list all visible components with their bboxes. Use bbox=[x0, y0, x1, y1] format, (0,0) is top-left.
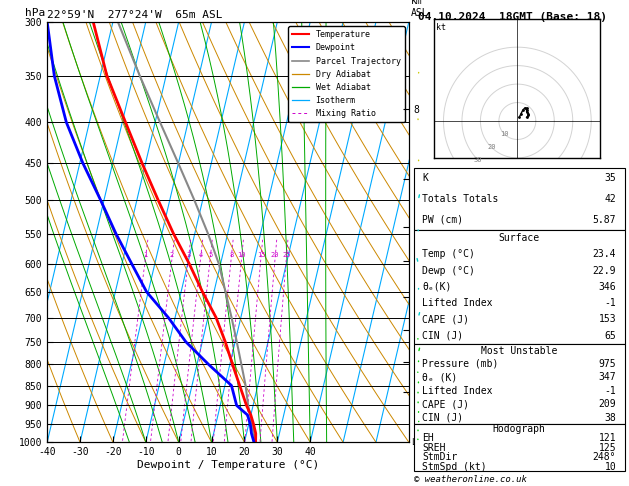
Text: CIN (J): CIN (J) bbox=[422, 330, 464, 341]
Text: SREH: SREH bbox=[422, 443, 446, 453]
Text: Lifted Index: Lifted Index bbox=[422, 386, 493, 396]
Text: 346: 346 bbox=[599, 282, 616, 292]
Text: -1: -1 bbox=[604, 386, 616, 396]
Text: 2: 2 bbox=[170, 252, 174, 258]
Text: kt: kt bbox=[436, 23, 446, 32]
Text: 20: 20 bbox=[271, 252, 279, 258]
Text: 121: 121 bbox=[599, 434, 616, 443]
Text: 65: 65 bbox=[604, 330, 616, 341]
Text: Pressure (mb): Pressure (mb) bbox=[422, 359, 499, 369]
Text: θₑ (K): θₑ (K) bbox=[422, 372, 457, 382]
Text: 25: 25 bbox=[282, 252, 291, 258]
Text: CAPE (J): CAPE (J) bbox=[422, 314, 469, 325]
Text: 23.4: 23.4 bbox=[593, 249, 616, 260]
Text: 10: 10 bbox=[500, 131, 508, 137]
Text: PW (cm): PW (cm) bbox=[422, 214, 464, 225]
Text: Surface: Surface bbox=[499, 233, 540, 243]
Text: 4: 4 bbox=[199, 252, 203, 258]
Text: Totals Totals: Totals Totals bbox=[422, 194, 499, 204]
Text: 347: 347 bbox=[599, 372, 616, 382]
Text: Lifted Index: Lifted Index bbox=[422, 298, 493, 308]
Text: hPa: hPa bbox=[25, 8, 46, 17]
Text: 8: 8 bbox=[229, 252, 233, 258]
Text: EH: EH bbox=[422, 434, 434, 443]
Text: CIN (J): CIN (J) bbox=[422, 413, 464, 423]
Bar bbox=[414, 230, 625, 344]
Y-axis label: Mixing Ratio (g/kg): Mixing Ratio (g/kg) bbox=[431, 176, 441, 288]
Text: 22.9: 22.9 bbox=[593, 266, 616, 276]
Text: LCL: LCL bbox=[411, 438, 426, 447]
Bar bbox=[414, 168, 625, 230]
Text: 38: 38 bbox=[604, 413, 616, 423]
Text: StmDir: StmDir bbox=[422, 452, 457, 462]
Text: CAPE (J): CAPE (J) bbox=[422, 399, 469, 409]
Text: 20: 20 bbox=[487, 144, 496, 150]
Text: km
ASL: km ASL bbox=[411, 0, 428, 17]
Text: 5: 5 bbox=[208, 252, 213, 258]
Bar bbox=[414, 344, 625, 424]
Text: 04.10.2024  18GMT (Base: 18): 04.10.2024 18GMT (Base: 18) bbox=[418, 12, 607, 22]
Text: 5.87: 5.87 bbox=[593, 214, 616, 225]
Text: 209: 209 bbox=[599, 399, 616, 409]
Text: 35: 35 bbox=[604, 173, 616, 183]
Text: 22°59'N  277°24'W  65m ASL: 22°59'N 277°24'W 65m ASL bbox=[47, 10, 223, 20]
Text: Temp (°C): Temp (°C) bbox=[422, 249, 475, 260]
Text: StmSpd (kt): StmSpd (kt) bbox=[422, 462, 487, 472]
Text: 15: 15 bbox=[257, 252, 265, 258]
Text: 153: 153 bbox=[599, 314, 616, 325]
Text: K: K bbox=[422, 173, 428, 183]
Text: -1: -1 bbox=[604, 298, 616, 308]
Text: © weatheronline.co.uk: © weatheronline.co.uk bbox=[414, 474, 526, 484]
Text: θₑ(K): θₑ(K) bbox=[422, 282, 452, 292]
Text: 30: 30 bbox=[474, 157, 482, 163]
Text: 125: 125 bbox=[599, 443, 616, 453]
X-axis label: Dewpoint / Temperature (°C): Dewpoint / Temperature (°C) bbox=[137, 460, 319, 470]
Text: Most Unstable: Most Unstable bbox=[481, 346, 557, 356]
Text: 248°: 248° bbox=[593, 452, 616, 462]
Text: 42: 42 bbox=[604, 194, 616, 204]
Text: 975: 975 bbox=[599, 359, 616, 369]
Legend: Temperature, Dewpoint, Parcel Trajectory, Dry Adiabat, Wet Adiabat, Isotherm, Mi: Temperature, Dewpoint, Parcel Trajectory… bbox=[288, 26, 404, 122]
Text: 3: 3 bbox=[186, 252, 191, 258]
Bar bbox=[414, 424, 625, 471]
Text: 1: 1 bbox=[143, 252, 148, 258]
Text: 10: 10 bbox=[237, 252, 246, 258]
Text: Dewp (°C): Dewp (°C) bbox=[422, 266, 475, 276]
Text: 10: 10 bbox=[604, 462, 616, 472]
Text: Hodograph: Hodograph bbox=[493, 424, 546, 434]
